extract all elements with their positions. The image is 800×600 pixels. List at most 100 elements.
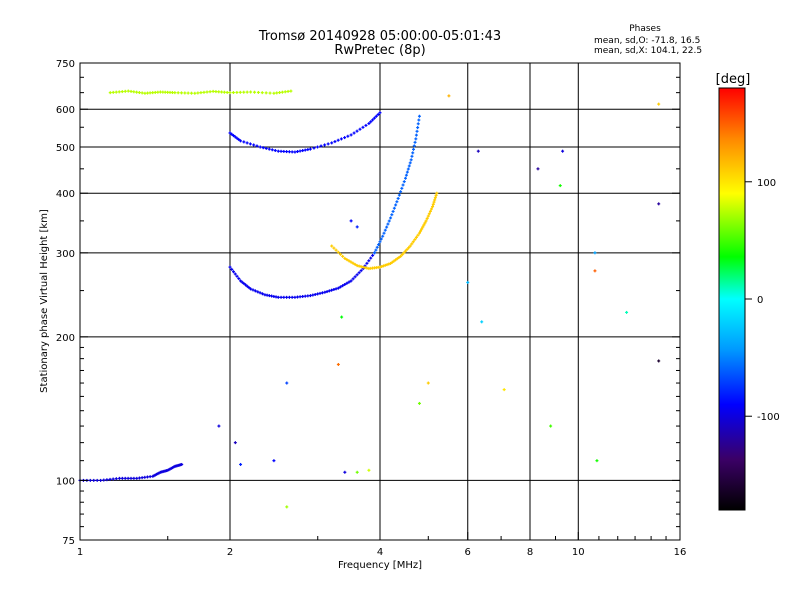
trace-point (301, 149, 305, 153)
y-tick-label: 300 (56, 249, 75, 260)
trace-point (378, 111, 382, 115)
trace-point (396, 196, 400, 200)
scatter-point (561, 149, 565, 153)
y-tick-label: 75 (62, 536, 75, 547)
trace-point (273, 148, 277, 152)
trace-point (392, 206, 396, 210)
trace-point (367, 259, 371, 263)
colorbar-label: [deg] (716, 72, 751, 87)
trace-point (289, 89, 293, 93)
trace-point (143, 91, 147, 95)
trace-point (270, 148, 274, 152)
trace-point (114, 90, 118, 94)
trace-point (280, 90, 284, 94)
trace-point (374, 114, 378, 118)
trace-point (282, 149, 286, 153)
trace-point (286, 89, 290, 93)
scatter-point (285, 505, 289, 509)
scatter-point (595, 459, 599, 463)
trace-point (415, 129, 419, 133)
trace-point (327, 289, 331, 293)
trace-point (364, 123, 368, 127)
trace-point (247, 286, 251, 290)
trace-point (279, 295, 283, 299)
trace-point (251, 288, 255, 292)
scatter-point (480, 320, 484, 324)
trace-point (347, 259, 351, 263)
trace-point (431, 202, 435, 206)
trace-point (371, 253, 375, 257)
trace-point (365, 261, 369, 265)
trace-point (235, 136, 239, 140)
trace-point (242, 140, 246, 144)
scatter-point (502, 388, 506, 392)
trace-point (235, 274, 239, 278)
scatter-point (349, 219, 353, 223)
trace-point (228, 265, 232, 269)
trace-point (386, 222, 390, 226)
scatter-point (426, 381, 430, 385)
trace-point (405, 247, 409, 251)
trace-point (323, 290, 327, 294)
trace-point (199, 91, 203, 95)
trace-point (341, 254, 345, 258)
trace-point (355, 129, 359, 133)
trace-point (402, 251, 406, 255)
trace-point (345, 281, 349, 285)
trace-point (202, 90, 206, 94)
trace-point (256, 290, 260, 294)
trace-point (214, 90, 218, 94)
scatter-point (336, 362, 340, 366)
trace-point (382, 231, 386, 235)
trace-point (135, 476, 139, 480)
chart-title: Tromsø 20140928 05:00:00-05:01:43 (258, 29, 501, 44)
scatter-point (657, 102, 661, 106)
trace-point (425, 217, 429, 221)
trace-point (282, 295, 286, 299)
colorbar-ticks: 100 0 -100 (745, 178, 780, 423)
scatter-point (625, 310, 629, 314)
y-tick-label: 200 (56, 333, 75, 344)
trace-point (434, 193, 438, 197)
trace-point (404, 173, 408, 177)
trace-point (382, 264, 386, 268)
trace-point (411, 240, 415, 244)
trace-point (338, 252, 342, 256)
trace-point (399, 254, 403, 258)
x-tick-label: 8 (527, 547, 533, 558)
trace-point (233, 135, 237, 139)
trace-point (278, 91, 282, 95)
trace-point (293, 150, 297, 154)
y-tick-label: 500 (56, 143, 75, 154)
trace-point (417, 114, 421, 118)
trace-point (343, 256, 347, 260)
trace-point (225, 90, 229, 94)
trace-point (267, 147, 271, 151)
scatter-point (343, 470, 347, 474)
trace-point (427, 212, 431, 216)
trace-point (338, 285, 342, 289)
trace-point (374, 248, 378, 252)
trace-point (239, 279, 243, 283)
trace-point (189, 91, 193, 95)
trace-point (242, 282, 246, 286)
stats-o-mode: mean, sd,O: -71.8, 16.5 (594, 36, 700, 46)
trace-point (369, 120, 373, 124)
trace-point (249, 287, 253, 291)
trace-point (355, 273, 359, 277)
x-tick-label: 6 (465, 547, 471, 558)
x-axis-label: Frequency [MHz] (338, 560, 422, 571)
trace-point (298, 295, 302, 299)
trace-point (249, 90, 253, 94)
trace-point (319, 144, 323, 148)
trace-point (242, 90, 246, 94)
trace-point (406, 167, 410, 171)
trace-point (412, 147, 416, 151)
trace-point (343, 136, 347, 140)
trace-point (330, 288, 334, 292)
trace-point (422, 223, 426, 227)
trace-point (111, 477, 115, 481)
trace-point (334, 287, 338, 291)
trace-point (99, 478, 103, 482)
